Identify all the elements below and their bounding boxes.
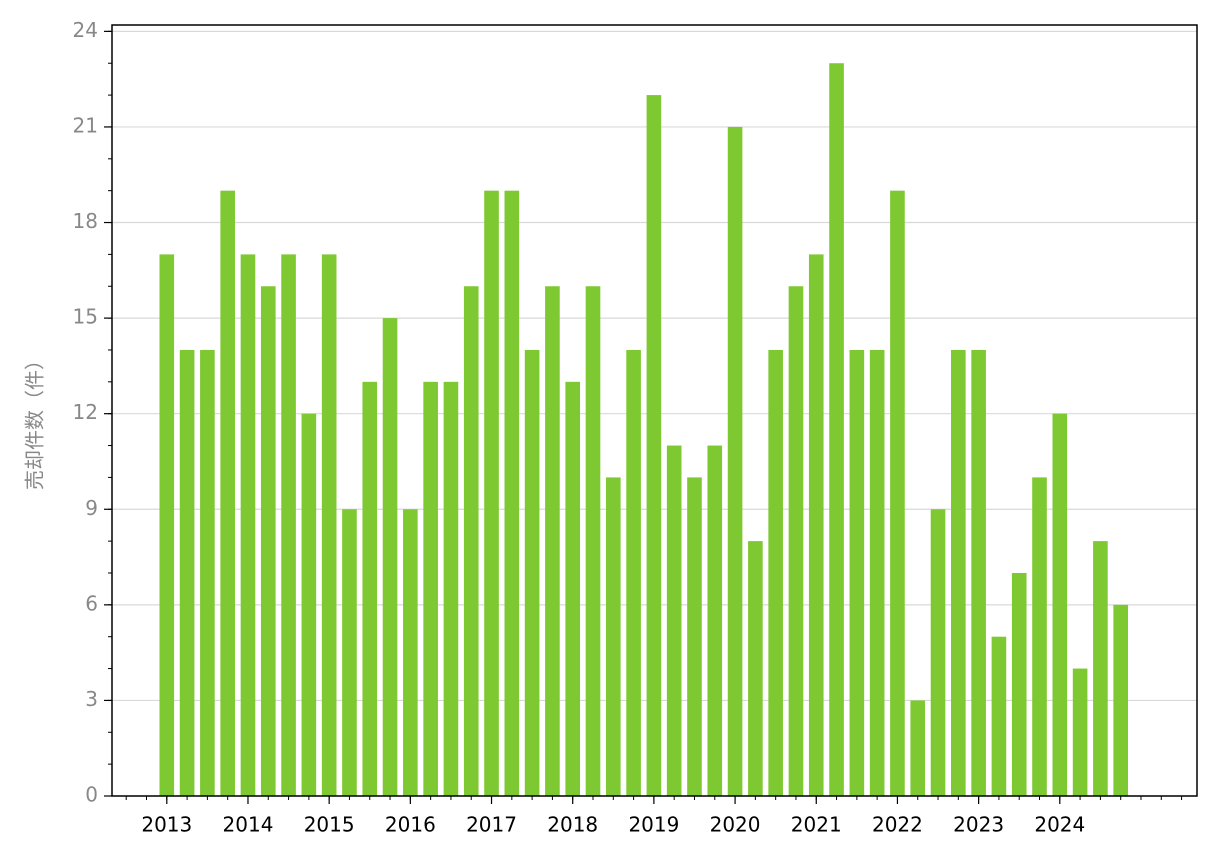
bar xyxy=(646,95,662,796)
x-tick-label: 2023 xyxy=(953,813,1004,837)
bar xyxy=(321,254,337,796)
x-tick-label: 2017 xyxy=(466,813,517,837)
bar xyxy=(504,190,520,796)
bar xyxy=(403,509,418,796)
bar xyxy=(666,445,682,796)
bar xyxy=(240,254,256,796)
bar xyxy=(951,349,966,796)
y-tick-label: 21 xyxy=(73,113,98,137)
bar xyxy=(930,509,946,796)
x-tick-label: 2022 xyxy=(872,813,923,837)
bar xyxy=(971,349,986,796)
x-tick-label: 2018 xyxy=(547,813,598,837)
bar xyxy=(1072,668,1088,796)
y-tick-label: 3 xyxy=(85,687,98,711)
bar xyxy=(687,477,702,796)
bar xyxy=(605,477,621,796)
bar xyxy=(565,381,581,796)
bar xyxy=(443,381,459,796)
y-tick-label: 24 xyxy=(73,18,98,42)
x-tick-label: 2020 xyxy=(710,813,761,837)
bar xyxy=(626,349,641,796)
bar xyxy=(890,190,905,796)
x-tick-label: 2019 xyxy=(628,813,679,837)
bar xyxy=(585,286,601,796)
bar xyxy=(1093,541,1108,796)
y-tick-label: 0 xyxy=(85,783,98,807)
bar xyxy=(707,445,723,796)
x-tick-label: 2021 xyxy=(791,813,842,837)
bar xyxy=(1011,572,1027,796)
bar xyxy=(484,190,499,796)
bar xyxy=(829,63,844,797)
y-tick-label: 12 xyxy=(73,400,98,424)
bar xyxy=(362,381,378,796)
bar xyxy=(768,349,783,796)
y-tick-label: 15 xyxy=(73,305,98,329)
bar xyxy=(545,286,560,796)
bar xyxy=(1032,477,1047,796)
bar xyxy=(524,349,540,796)
bar xyxy=(200,349,215,796)
y-tick-label: 18 xyxy=(73,209,98,233)
bar xyxy=(808,254,824,796)
bar xyxy=(727,126,743,796)
bar xyxy=(423,381,438,796)
bar xyxy=(991,636,1007,796)
bar xyxy=(382,318,398,796)
bar xyxy=(788,286,804,796)
bar xyxy=(220,190,235,796)
y-tick-label: 6 xyxy=(85,591,98,615)
x-tick-label: 2013 xyxy=(141,813,192,837)
plot-frame xyxy=(111,24,1198,797)
bar xyxy=(179,349,195,796)
x-tick-label: 2015 xyxy=(304,813,355,837)
x-tick-label: 2016 xyxy=(385,813,436,837)
bar xyxy=(281,254,296,796)
bar xyxy=(910,700,926,796)
bar xyxy=(463,286,479,796)
y-axis-label: 売却件数（件） xyxy=(23,350,47,490)
y-tick-label: 9 xyxy=(85,496,98,520)
x-tick-label: 2024 xyxy=(1034,813,1085,837)
bar xyxy=(159,254,175,796)
bar xyxy=(869,349,885,796)
bar xyxy=(342,509,357,796)
bar xyxy=(260,286,276,796)
bar xyxy=(1113,604,1128,796)
bar xyxy=(849,349,865,796)
bar xyxy=(1052,413,1068,796)
bar xyxy=(301,413,317,796)
bar xyxy=(748,541,763,796)
x-tick-label: 2014 xyxy=(223,813,274,837)
